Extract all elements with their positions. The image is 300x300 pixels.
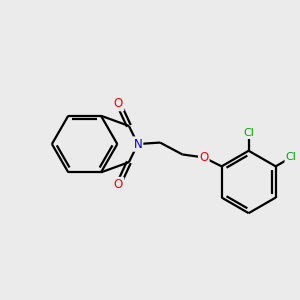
Text: O: O: [199, 151, 208, 164]
Text: O: O: [114, 178, 123, 191]
Text: Cl: Cl: [243, 128, 254, 138]
Text: N: N: [134, 138, 142, 151]
Text: Cl: Cl: [286, 152, 297, 162]
Text: O: O: [114, 97, 123, 110]
